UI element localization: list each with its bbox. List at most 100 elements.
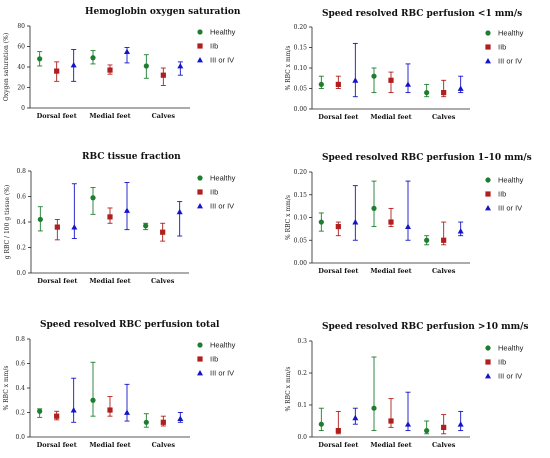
- y-tick-label: 20: [17, 85, 25, 92]
- legend-label: IIb: [210, 42, 218, 51]
- series-iib: [335, 398, 447, 435]
- legend-label: Healthy: [210, 28, 236, 37]
- y-tick-label: 0.8: [15, 336, 25, 343]
- series-healthy: [318, 356, 430, 435]
- data-point: [160, 72, 166, 78]
- category-label: Calves: [432, 113, 456, 121]
- data-point: [371, 73, 377, 79]
- data-point: [143, 419, 149, 425]
- data-point: [457, 228, 464, 234]
- data-point: [124, 48, 130, 55]
- legend-marker: [197, 203, 203, 209]
- legend: Healthy IIb III or IV: [485, 176, 524, 213]
- legend-marker: [485, 58, 491, 64]
- chart-title: RBC tissue fraction: [82, 152, 181, 162]
- data-point: [424, 237, 430, 243]
- category-label: Medial feet: [89, 277, 130, 285]
- y-tick-label: 0.05: [294, 86, 308, 93]
- legend: Healthy IIb III or IV: [485, 344, 524, 381]
- y-tick-label: 0.2: [297, 370, 307, 377]
- y-tick-label: 0.0: [15, 434, 25, 441]
- data-point: [107, 67, 113, 73]
- chart-title: Speed resolved RBC perfusion total: [40, 320, 220, 330]
- legend-label: III or IV: [210, 369, 234, 378]
- legend-marker: [197, 356, 203, 362]
- data-point: [54, 413, 60, 419]
- data-point: [405, 421, 411, 427]
- y-tick-label: 0.20: [294, 24, 308, 31]
- chart-title: Speed resolved RBC perfusion <1 mm/s: [322, 9, 522, 19]
- series-iib: [54, 396, 166, 427]
- legend-marker: [197, 342, 203, 348]
- legend-label: Healthy: [210, 174, 236, 183]
- y-tick-label: 60: [17, 44, 25, 51]
- y-axis-label: Oxygen saturation (%): [3, 33, 10, 101]
- legend: Healthy IIb III or IV: [197, 28, 236, 65]
- data-point: [424, 90, 430, 96]
- data-point: [54, 68, 60, 74]
- y-tick-label: 0.1: [297, 402, 307, 409]
- category-label: Medial feet: [89, 112, 130, 120]
- series-iii-or-iv: [352, 180, 464, 241]
- data-point: [441, 237, 447, 243]
- series-iib: [335, 207, 447, 246]
- category-label: Calves: [432, 267, 456, 275]
- chart-title: Hemoglobin oxygen saturation: [85, 7, 241, 17]
- legend-marker: [197, 189, 203, 195]
- data-point: [335, 81, 341, 87]
- series-healthy: [318, 67, 430, 98]
- y-tick-label: 0.05: [294, 237, 308, 244]
- data-point: [160, 229, 166, 235]
- legend-label: III or IV: [498, 57, 522, 66]
- legend-label: III or IV: [210, 202, 234, 211]
- data-point: [457, 421, 464, 427]
- data-point: [371, 405, 377, 411]
- legend-marker: [485, 373, 491, 379]
- legend-marker: [197, 370, 203, 376]
- legend-marker: [485, 30, 491, 36]
- chart-panel-2: Speed resolved RBC perfusion <1 mm/s 0.00…: [285, 9, 524, 121]
- y-tick-label: 0: [21, 105, 25, 112]
- legend: Healthy IIb III or IV: [197, 341, 236, 378]
- data-point: [335, 224, 341, 230]
- data-point: [371, 205, 377, 211]
- category-label: Dorsal feet: [318, 113, 358, 121]
- legend-label: III or IV: [210, 56, 234, 65]
- legend-label: Healthy: [498, 344, 524, 353]
- chart-panel-1: Hemoglobin oxygen saturation 0 20 40 60 80 Oxy…: [3, 7, 241, 120]
- data-point: [335, 428, 341, 434]
- y-tick-label: 0.2: [16, 245, 26, 252]
- data-point: [405, 81, 411, 87]
- data-point: [107, 214, 113, 220]
- data-point: [70, 407, 77, 413]
- y-axis-label: % RBC x mm/s: [3, 366, 10, 411]
- category-label: Medial feet: [370, 267, 411, 275]
- legend-label: Healthy: [498, 176, 524, 185]
- category-label: Dorsal feet: [37, 112, 77, 120]
- legend-marker: [197, 43, 203, 49]
- data-point: [457, 85, 464, 91]
- series-iii-or-iv: [70, 377, 184, 423]
- y-tick-label: 0.20: [294, 169, 308, 176]
- legend-marker: [197, 175, 203, 181]
- data-point: [388, 77, 394, 83]
- data-point: [441, 424, 447, 430]
- y-tick-label: 0.4: [16, 219, 26, 226]
- data-point: [177, 62, 184, 69]
- y-tick-label: 0.00: [294, 260, 308, 267]
- data-point: [124, 409, 130, 415]
- y-tick-label: 0.15: [294, 45, 308, 52]
- series-iib: [335, 71, 447, 98]
- data-point: [176, 208, 183, 215]
- data-point: [70, 61, 77, 68]
- category-label: Dorsal feet: [318, 441, 358, 449]
- y-tick-label: 0.0: [16, 270, 26, 277]
- data-point: [143, 63, 149, 69]
- legend-label: Healthy: [498, 29, 524, 38]
- series-healthy: [37, 50, 149, 79]
- legend-marker: [485, 44, 491, 50]
- legend: Healthy IIb III or IV: [485, 29, 524, 66]
- chart-panel-5: Speed resolved RBC perfusion total 0.0 0.2…: [3, 320, 236, 449]
- category-label: Calves: [151, 277, 175, 285]
